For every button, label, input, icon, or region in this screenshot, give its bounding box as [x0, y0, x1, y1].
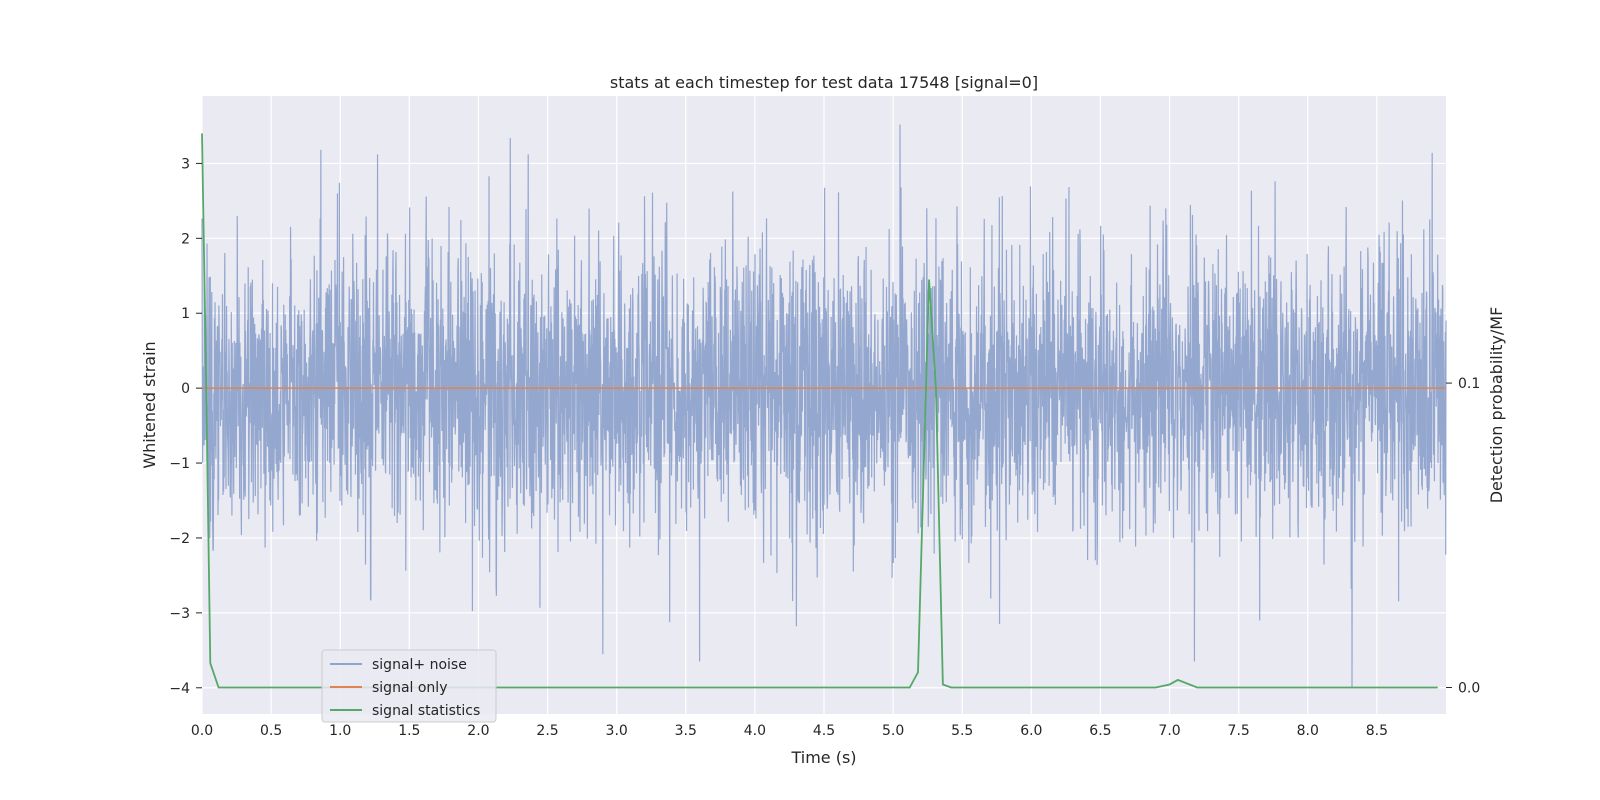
- x-tick-label: 0.0: [191, 723, 213, 739]
- series-layer: [201, 124, 1447, 689]
- x-tick-label: 3.5: [675, 723, 697, 739]
- y-tick-label: −1: [169, 456, 190, 472]
- series-signal-noise: [201, 124, 1447, 688]
- legend-label-signal-statistics: signal statistics: [372, 703, 480, 719]
- y-tick-label: −2: [169, 531, 190, 547]
- x-tick-label: 3.0: [606, 723, 628, 739]
- y-tick-label: 1: [181, 306, 190, 322]
- x-tick-label: 4.5: [813, 723, 835, 739]
- x-tick-label: 0.5: [260, 723, 282, 739]
- x-tick-label: 2.5: [536, 723, 558, 739]
- chart-title: stats at each timestep for test data 175…: [610, 73, 1038, 92]
- x-tick-label: 2.0: [467, 723, 489, 739]
- legend: signal+ noise signal only signal statist…: [321, 649, 497, 723]
- x-tick-label: 6.5: [1089, 723, 1111, 739]
- x-axis-label: Time (s): [790, 748, 856, 767]
- y-tick-label: −4: [169, 681, 190, 697]
- y-axis-label: Whitened strain: [140, 341, 159, 468]
- x-tick-label: 4.0: [744, 723, 766, 739]
- x-tick-label: 7.5: [1228, 723, 1250, 739]
- x-tick-label: 5.5: [951, 723, 973, 739]
- series-signal-statistics: [201, 133, 1438, 689]
- legend-label-signal-only: signal only: [372, 680, 447, 696]
- y2-tick-label: 0.1: [1458, 376, 1480, 392]
- x-tick-label: 6.0: [1020, 723, 1042, 739]
- x-tick-label: 8.5: [1366, 723, 1388, 739]
- x-tick-label: 1.5: [398, 723, 420, 739]
- x-tick-label: 1.0: [329, 723, 351, 739]
- legend-box: [321, 649, 497, 723]
- y-tick-label: 3: [181, 156, 190, 172]
- x-tick-label: 8.0: [1297, 723, 1319, 739]
- y2-axis-label: Detection probability/MF: [1487, 307, 1506, 504]
- y-tick-label: 2: [181, 231, 190, 247]
- legend-label-signal-noise: signal+ noise: [372, 657, 467, 673]
- y2-tick-label: 0.0: [1458, 681, 1480, 697]
- y-tick-label: −3: [169, 606, 190, 622]
- x-tick-label: 7.0: [1158, 723, 1180, 739]
- y-tick-label: 0: [181, 381, 190, 397]
- axes: 0.0 0.5 1.0 1.5 2.0 2.5 3.0 3.5 4.0 4.5 5.0 5.5 6.0 6…: [169, 156, 1480, 739]
- x-tick-label: 5.0: [882, 723, 904, 739]
